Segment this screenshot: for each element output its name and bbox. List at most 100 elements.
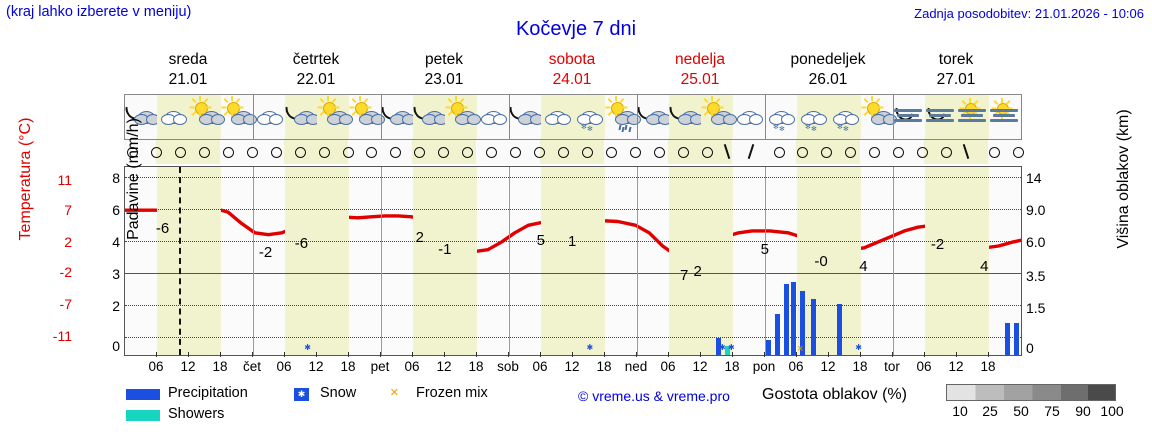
- day-gridline: [893, 167, 894, 355]
- forecast-plot: -6 -2 -6 2 -1 5 1 7 2 5 -0 4 -2 4 ✱ ✱ × ✱ ✱ ✱: [124, 166, 1022, 356]
- time-tick-label: 06: [660, 359, 676, 374]
- horizontal-gridline: [125, 337, 1021, 339]
- daylight-shading: [445, 167, 477, 355]
- cloud-density-tick: 90: [1075, 403, 1091, 419]
- cloud-shape: [173, 114, 187, 125]
- day-name: četrtek: [292, 51, 340, 68]
- sun-ray: [223, 98, 229, 104]
- wind-calm-circle: [342, 147, 354, 158]
- location-hint[interactable]: (kraj lahko izberete v meniju): [6, 4, 192, 20]
- wind-calm-circle: [198, 147, 210, 158]
- temperature-value-label: 2: [693, 263, 702, 281]
- weather-icon-cell-11: [477, 95, 509, 139]
- time-tick-label: 18: [596, 359, 612, 374]
- sun-ray: [607, 98, 613, 104]
- day-date: 27.01: [936, 71, 976, 88]
- wind-calm-circle: [653, 147, 665, 158]
- fog-line: [894, 119, 922, 122]
- daylight-shading: [285, 167, 317, 355]
- day-date: 23.01: [424, 71, 464, 88]
- sun-ray: [334, 106, 339, 108]
- time-axis: 06 12 18 čet 06 12 18 pet 06 12 18 sob 06 12 18 ned 06 12…: [124, 352, 1022, 379]
- fog-line: [894, 109, 922, 112]
- temperature-value-label: 5: [536, 232, 545, 250]
- weather-icon-cell-2: [189, 95, 225, 139]
- daylight-shading: [413, 167, 445, 355]
- wind-calm-circle: [558, 147, 570, 158]
- sun-ray: [319, 110, 325, 116]
- wind-calm-circle: [246, 147, 258, 158]
- weather-icon-cell-16: [633, 95, 672, 139]
- day-separator: [893, 95, 894, 139]
- time-tick: [348, 352, 349, 357]
- sun-ray: [863, 98, 869, 104]
- time-tick-label: tor: [884, 359, 900, 374]
- temperature-tick: -7: [59, 296, 72, 312]
- wind-calm-circle: [677, 147, 689, 158]
- sun-ray: [447, 98, 453, 104]
- time-tick: [316, 352, 317, 357]
- time-tick-label: pet: [370, 359, 390, 374]
- time-tick-label: 06: [916, 359, 932, 374]
- weather-icon-moon-cloud: [281, 95, 320, 139]
- fog-line: [926, 109, 954, 112]
- wind-calm-circle: [534, 147, 546, 158]
- sun-ray: [221, 106, 226, 108]
- weather-icon-cell-21: ✻ ✻: [797, 95, 829, 139]
- weather-icon-moon-fog: [891, 95, 925, 139]
- cloud-density-title: Gostota oblakov (%): [762, 386, 907, 403]
- day-date: 26.01: [808, 71, 848, 88]
- time-tick-label: 06: [404, 359, 420, 374]
- day-name: ponedeljek: [790, 51, 866, 68]
- weather-icon-cloud-snow: ✻ ✻: [797, 95, 829, 139]
- weather-icon-cell-24: [891, 95, 925, 139]
- weather-icon-cell-0: [121, 95, 160, 139]
- sun-ray: [363, 98, 369, 104]
- weather-icon-cloud: [541, 95, 573, 139]
- time-tick: [284, 352, 285, 357]
- day-separator: [381, 95, 382, 139]
- day-header-3: sobota 24.01: [508, 50, 636, 92]
- showers-swatch: [126, 410, 160, 421]
- day-header-5: ponedeljek 26.01: [764, 50, 892, 92]
- time-tick-label: sob: [497, 359, 519, 374]
- weather-icon-moon-cloud: [377, 95, 416, 139]
- time-tick: [732, 352, 733, 357]
- temperature-value-label: -0: [814, 252, 828, 270]
- time-tick: [508, 352, 509, 357]
- weather-icon-cell-9: [409, 95, 448, 139]
- sun-ray: [359, 96, 361, 101]
- fog-line: [897, 114, 919, 117]
- time-tick-label: 18: [852, 359, 868, 374]
- snow-flake: ✻: [843, 126, 849, 133]
- temperature-tick: 7: [64, 202, 72, 218]
- wind-calm-circle: [366, 147, 378, 158]
- cloud-height-tick: 6.0: [1026, 234, 1046, 250]
- sun-ray: [191, 98, 197, 104]
- snow-swatch-icon: ✱: [294, 388, 309, 401]
- weather-icon-cell-26: [957, 95, 989, 139]
- sun-ray: [349, 106, 354, 108]
- current-time-marker: [178, 167, 181, 355]
- temperature-value-label: -1: [438, 240, 452, 258]
- credit-link[interactable]: © vreme.us & vreme.pro: [578, 388, 730, 404]
- time-tick-label: ned: [624, 359, 648, 374]
- day-name: nedelja: [675, 51, 725, 68]
- sun-ray: [319, 98, 325, 104]
- temperature-axis-ticks: 11 7 2 -2 -7 -11: [38, 166, 72, 356]
- weather-icon-sun-cloud: [445, 95, 481, 139]
- time-tick-label: 18: [724, 359, 740, 374]
- weather-icon-moon-fog: [923, 95, 957, 139]
- weather-icon-cell-5: [281, 95, 320, 139]
- weather-icon-cloud: [253, 95, 285, 139]
- legend-snow-label: Snow: [320, 385, 357, 401]
- time-tick-label: 06: [276, 359, 292, 374]
- time-tick: [860, 352, 861, 357]
- time-tick: [764, 352, 765, 357]
- weather-icon-cell-15: [605, 95, 641, 139]
- sun-ray: [317, 106, 322, 108]
- time-tick-label: 06: [532, 359, 548, 374]
- sun-ray: [455, 96, 457, 101]
- daylight-shading: [829, 167, 861, 355]
- time-tick: [604, 352, 605, 357]
